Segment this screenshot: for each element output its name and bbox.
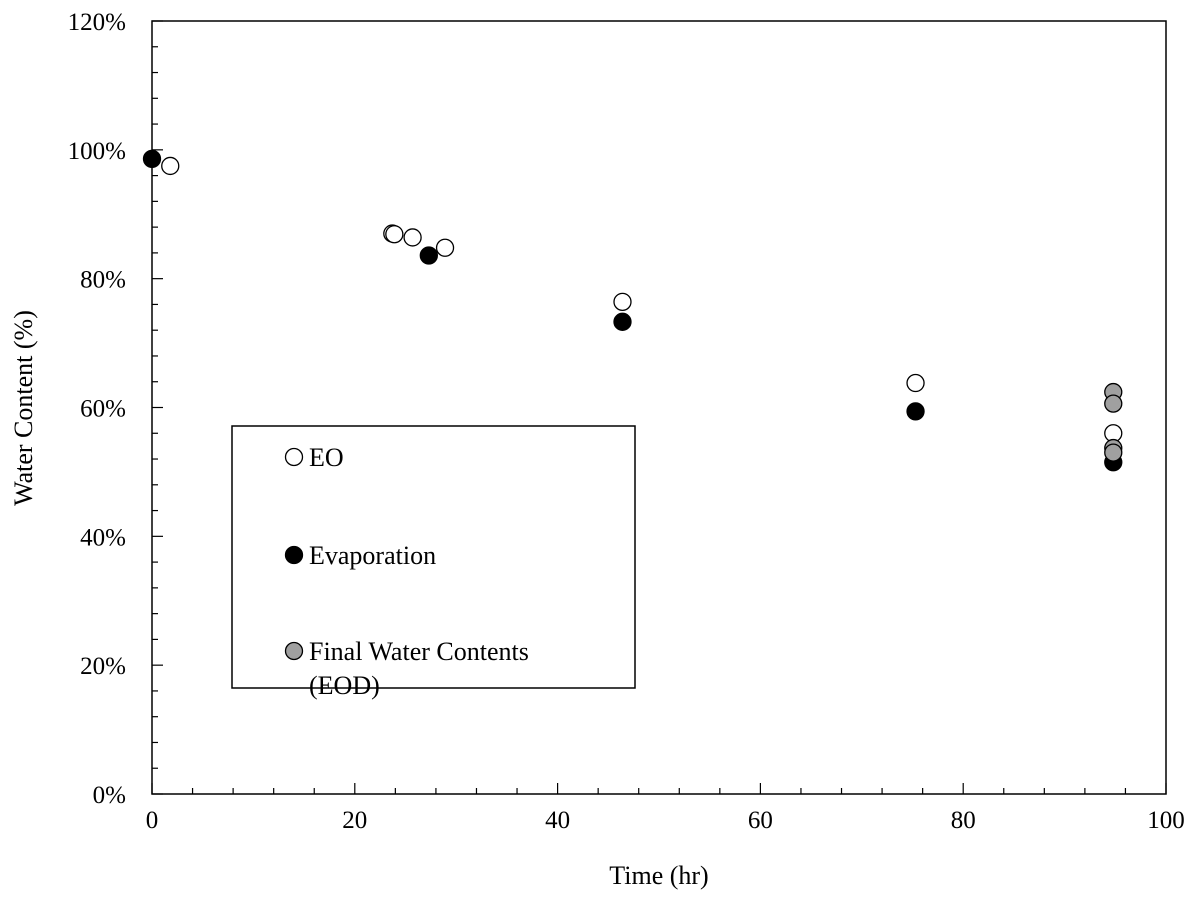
y-axis-title: Water Content (%) xyxy=(9,310,38,506)
x-axis-ticks: 0 20 40 60 80 100 xyxy=(146,783,1185,834)
legend-label: Final Water Contents xyxy=(309,637,529,666)
point-series-1 xyxy=(906,402,925,421)
y-tick-label: 40% xyxy=(80,524,126,551)
point-series-0 xyxy=(161,156,180,176)
point-series-0 xyxy=(435,238,455,257)
point-series-0 xyxy=(403,228,422,247)
legend: EO Evaporation Final Water Contents (EOD) xyxy=(231,425,636,700)
y-axis-ticks: 0% 20% 40% 60% 80% 100% 120% xyxy=(68,9,163,809)
data-points xyxy=(142,149,1123,472)
x-axis-title: Time (hr) xyxy=(609,861,708,890)
point-series-0 xyxy=(385,225,404,244)
y-tick-label: 100% xyxy=(68,138,126,165)
point-series-2 xyxy=(1104,443,1123,462)
legend-marker-1 xyxy=(284,545,304,565)
legend-marker-0 xyxy=(284,447,304,467)
y-tick-label: 80% xyxy=(80,267,126,294)
point-series-1 xyxy=(142,149,162,169)
x-tick-label: 40 xyxy=(545,807,570,834)
y-tick-label: 60% xyxy=(80,396,126,423)
point-series-1 xyxy=(613,312,632,331)
y-tick-label: 120% xyxy=(68,9,126,36)
point-series-0 xyxy=(613,292,632,312)
legend-label: EO xyxy=(309,443,344,472)
legend-label: Evaporation xyxy=(309,541,436,570)
x-tick-label: 60 xyxy=(748,807,773,834)
x-tick-label: 100 xyxy=(1147,807,1185,834)
y-tick-label: 20% xyxy=(80,653,126,680)
y-tick-label: 0% xyxy=(93,782,126,809)
point-series-2 xyxy=(1104,394,1123,413)
x-tick-label: 20 xyxy=(342,807,367,834)
point-series-0 xyxy=(906,373,925,393)
point-series-1 xyxy=(419,246,438,265)
legend-marker-2 xyxy=(284,641,304,661)
x-tick-label: 80 xyxy=(951,807,976,834)
x-tick-label: 0 xyxy=(146,807,159,834)
legend-label: (EOD) xyxy=(309,671,380,700)
